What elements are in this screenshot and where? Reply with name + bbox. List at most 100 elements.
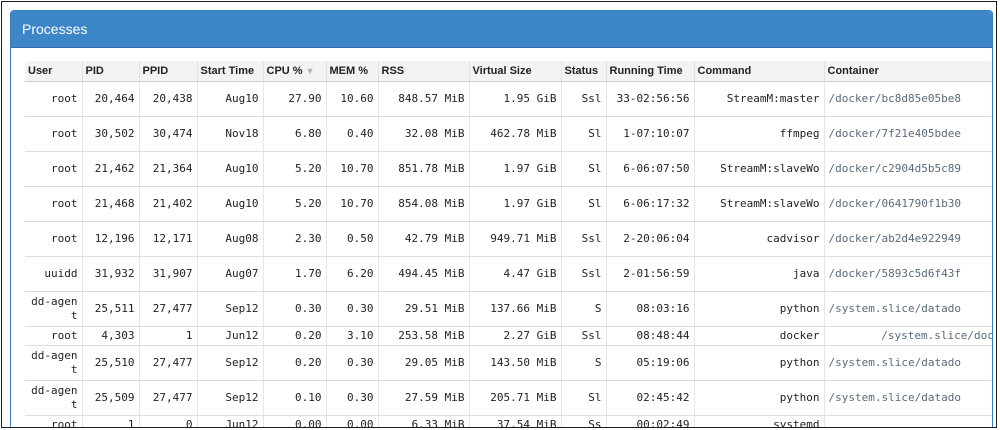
processes-table: User PID PPID Start Time CPU % ▼ MEM % RS… [25, 61, 992, 427]
cell-pid: 21,468 [82, 186, 140, 222]
table-row: root 4,303 1 Jun12 0.20 3.10 253.58 MiB … [25, 326, 992, 346]
cell-running-time: 1-07:10:07 [606, 116, 695, 152]
cell-running-time: 00:02:49 [606, 415, 695, 427]
col-header-ppid[interactable]: PPID [139, 61, 198, 82]
cell-mem: 0.40 [326, 116, 379, 152]
cell-start-time: Sep12 [197, 291, 264, 327]
col-header-container[interactable]: Container [824, 61, 992, 82]
cell-running-time: 2-01:56:59 [606, 256, 695, 292]
cell-user: root [25, 186, 83, 222]
cell-container: / [824, 415, 992, 427]
cell-user: root [25, 326, 83, 346]
cell-cpu: 5.20 [263, 151, 327, 187]
cell-virtual-size: 949.71 MiB [469, 221, 562, 257]
cell-user: uuidd [25, 256, 83, 292]
cell-ppid: 27,477 [139, 380, 198, 416]
cell-pid: 21,462 [82, 151, 140, 187]
cell-status: Sl [561, 186, 607, 222]
cell-container: /docker/c2904d5b5c89 [824, 151, 992, 187]
cell-container: /system.slice/datado [824, 380, 992, 416]
cell-pid: 25,509 [82, 380, 140, 416]
cell-ppid: 27,477 [139, 345, 198, 381]
cell-start-time: Aug07 [197, 256, 264, 292]
cell-rss: 32.08 MiB [378, 116, 470, 152]
cell-start-time: Nov18 [197, 116, 264, 152]
cell-user: dd-agent [25, 380, 83, 416]
cell-command: docker [694, 326, 825, 346]
cell-running-time: 08:03:16 [606, 291, 695, 327]
table-row: root 12,196 12,171 Aug08 2.30 0.50 42.79… [25, 221, 992, 257]
cell-ppid: 1 [139, 326, 198, 346]
cell-container: /system.slice/datado [824, 291, 992, 327]
cell-user: root [25, 116, 83, 152]
cell-rss: 6.33 MiB [378, 415, 470, 427]
cell-virtual-size: 2.27 GiB [469, 326, 562, 346]
sort-descending-icon: ▼ [305, 65, 315, 76]
cell-command: python [694, 345, 825, 381]
cell-mem: 0.30 [326, 291, 379, 327]
col-header-user[interactable]: User [25, 61, 83, 82]
cell-container: /docker/bc8d85e05be8 [824, 81, 992, 117]
cell-start-time: Sep12 [197, 345, 264, 381]
cell-status: Sl [561, 151, 607, 187]
col-header-running-time[interactable]: Running Time [606, 61, 695, 82]
cell-rss: 851.78 MiB [378, 151, 470, 187]
cell-ppid: 21,364 [139, 151, 198, 187]
col-header-pid[interactable]: PID [82, 61, 140, 82]
cell-pid: 30,502 [82, 116, 140, 152]
col-header-cpu-label: CPU % [266, 64, 303, 77]
cell-pid: 20,464 [82, 81, 140, 117]
cell-user: dd-agent [25, 291, 83, 327]
cell-ppid: 0 [139, 415, 198, 427]
cell-container: /system.slice/dock [824, 326, 992, 346]
cell-ppid: 12,171 [139, 221, 198, 257]
cell-command: StreamM:master [694, 81, 825, 117]
col-header-mem[interactable]: MEM % [326, 61, 379, 82]
cell-user: root [25, 81, 83, 117]
cell-status: Ss [561, 415, 607, 427]
cell-virtual-size: 4.47 GiB [469, 256, 562, 292]
cell-virtual-size: 143.50 MiB [469, 345, 562, 381]
cell-status: S [561, 291, 607, 327]
processes-panel: Processes User PID PPID Start Time CPU %… [10, 10, 993, 427]
cell-container: /docker/5893c5d6f43f [824, 256, 992, 292]
table-header-row: User PID PPID Start Time CPU % ▼ MEM % RS… [25, 61, 992, 82]
cell-command: python [694, 291, 825, 327]
cell-virtual-size: 462.78 MiB [469, 116, 562, 152]
cell-rss: 29.05 MiB [378, 345, 470, 381]
col-header-start-time[interactable]: Start Time [197, 61, 264, 82]
cell-start-time: Aug08 [197, 221, 264, 257]
cell-virtual-size: 1.97 GiB [469, 186, 562, 222]
table-row: root 21,468 21,402 Aug10 5.20 10.70 854.… [25, 186, 992, 222]
table-row: dd-agent 25,511 27,477 Sep12 0.30 0.30 2… [25, 291, 992, 327]
cell-running-time: 2-20:06:04 [606, 221, 695, 257]
cell-running-time: 02:45:42 [606, 380, 695, 416]
cell-cpu: 0.20 [263, 326, 327, 346]
cell-rss: 42.79 MiB [378, 221, 470, 257]
cell-mem: 10.70 [326, 186, 379, 222]
col-header-cpu[interactable]: CPU % ▼ [263, 61, 327, 82]
cell-pid: 25,510 [82, 345, 140, 381]
table-row: root 20,464 20,438 Aug10 27.90 10.60 848… [25, 81, 992, 117]
cell-running-time: 6-06:07:50 [606, 151, 695, 187]
panel-title: Processes [11, 11, 992, 48]
cell-command: StreamM:slaveWo [694, 151, 825, 187]
cell-mem: 0.00 [326, 415, 379, 427]
cell-cpu: 5.20 [263, 186, 327, 222]
cell-ppid: 31,907 [139, 256, 198, 292]
cell-rss: 253.58 MiB [378, 326, 470, 346]
cell-mem: 0.30 [326, 380, 379, 416]
cell-pid: 1 [82, 415, 140, 427]
col-header-command[interactable]: Command [694, 61, 825, 82]
col-header-rss[interactable]: RSS [378, 61, 470, 82]
table-row: uuidd 31,932 31,907 Aug07 1.70 6.20 494.… [25, 256, 992, 292]
cell-start-time: Aug10 [197, 81, 264, 117]
cell-start-time: Jun12 [197, 415, 264, 427]
col-header-virtual-size[interactable]: Virtual Size [469, 61, 562, 82]
cell-cpu: 27.90 [263, 81, 327, 117]
cell-container: /docker/7f21e405bdee [824, 116, 992, 152]
cell-virtual-size: 137.66 MiB [469, 291, 562, 327]
col-header-status[interactable]: Status [561, 61, 607, 82]
cell-mem: 10.60 [326, 81, 379, 117]
cell-mem: 6.20 [326, 256, 379, 292]
